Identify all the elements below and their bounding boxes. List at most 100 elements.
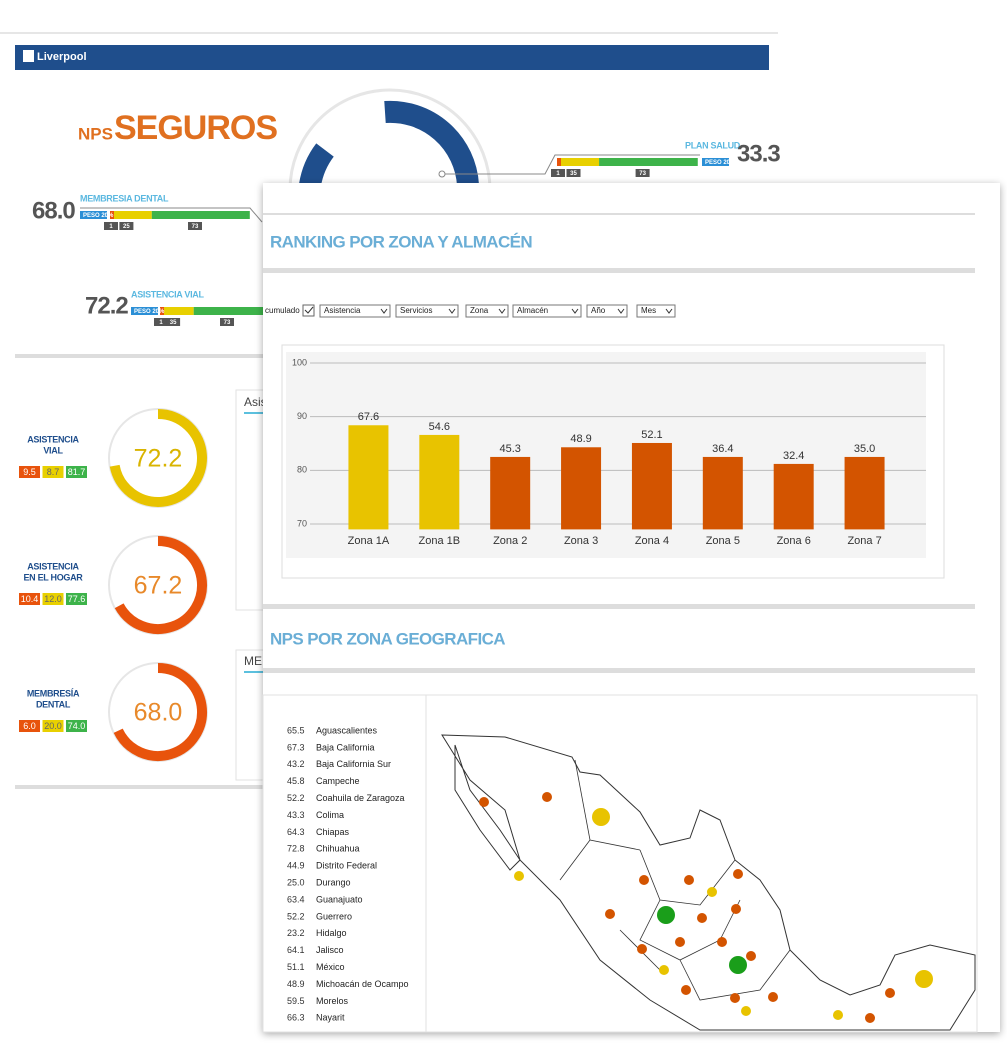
gauge-yellow <box>114 211 152 219</box>
pointer <box>438 170 446 178</box>
mark-box <box>119 222 134 230</box>
gauge-label: MEMBRESIA DENTAL <box>80 193 169 203</box>
divider <box>263 268 975 273</box>
select[interactable] <box>465 304 509 318</box>
breakdown-value: 12.0 <box>44 594 62 604</box>
map-dot <box>657 906 675 924</box>
mark-box <box>551 169 565 177</box>
check <box>304 306 314 314</box>
gauge-green <box>151 211 250 219</box>
state-name: Guanajuato <box>316 894 363 904</box>
breakdown-box <box>19 720 40 732</box>
state-name: Michoacán de Ocampo <box>316 979 409 989</box>
state-value: 52.2 <box>287 911 305 921</box>
weight-text: PESO 20% <box>83 213 114 219</box>
breakdown-value: 77.6 <box>68 594 86 604</box>
map-dot <box>768 992 778 1002</box>
x-tick-label: Zona 2 <box>493 535 527 547</box>
map-dot <box>915 970 933 988</box>
value-label: 45.3 <box>499 443 520 455</box>
bar <box>490 456 531 530</box>
state-value: 23.2 <box>287 928 305 938</box>
connector <box>445 154 700 175</box>
state-name: Hidalgo <box>316 928 347 938</box>
state-value: 72.8 <box>287 844 305 854</box>
bar <box>631 442 672 530</box>
bar <box>419 434 460 530</box>
map-dot <box>746 951 756 961</box>
select[interactable] <box>586 304 628 318</box>
donut-label: ASISTENCIA <box>27 434 79 444</box>
bar <box>561 447 602 530</box>
header-bar <box>15 45 769 70</box>
state-name: Chihuahua <box>316 844 360 854</box>
y-tick-label: 80 <box>297 465 307 475</box>
donut-value: 68.0 <box>134 699 183 727</box>
state-value: 48.9 <box>287 979 305 989</box>
mark-text: 1 <box>159 320 163 326</box>
weight-text: PESO 20% <box>705 160 736 166</box>
big-donut-arc <box>384 100 479 187</box>
map-dot <box>885 988 895 998</box>
breakdown-box <box>42 593 64 605</box>
value-label: 54.6 <box>429 421 450 433</box>
gauge-yellow <box>561 158 600 166</box>
state-name: Nayarit <box>316 1013 345 1023</box>
state-name: Guerrero <box>316 911 352 921</box>
breakdown-value: 10.4 <box>21 594 39 604</box>
select-text: Asistencia <box>324 306 361 315</box>
gauge-label: PLAN SALUD <box>685 140 741 150</box>
x-tick-label: Zona 1B <box>419 535 461 547</box>
mark-text: 73 <box>192 224 199 230</box>
mark-box <box>188 222 202 230</box>
logo-icon <box>23 50 34 62</box>
select-text: Servicios <box>400 306 432 315</box>
donut-value: 72.2 <box>134 445 183 473</box>
map-dot <box>717 937 727 947</box>
breakdown-value: 81.7 <box>68 467 86 477</box>
map-dot <box>697 913 707 923</box>
section-title: RANKING POR ZONA Y ALMACÉN <box>270 232 532 251</box>
mark-box <box>220 318 234 326</box>
map-dot <box>639 875 649 885</box>
breakdown-box <box>42 466 64 478</box>
x-tick-label: Zona 6 <box>777 535 811 547</box>
title-prefix: NPS <box>78 124 113 143</box>
state-name: Coahuila de Zaragoza <box>316 793 405 803</box>
state-name: Jalisco <box>316 945 344 955</box>
state-value: 25.0 <box>287 877 305 887</box>
mark-text: 1 <box>109 224 113 230</box>
map-dot <box>733 869 743 879</box>
select[interactable] <box>512 304 582 318</box>
checkbox[interactable] <box>302 304 315 317</box>
y-tick-label: 100 <box>292 357 307 367</box>
donut-value: 67.2 <box>134 572 183 600</box>
state-value: 52.2 <box>287 793 305 803</box>
value-label: 35.0 <box>854 443 875 455</box>
gauge-red <box>557 158 561 166</box>
map-dot <box>479 797 489 807</box>
map-dot <box>605 909 615 919</box>
map-dot <box>865 1013 875 1023</box>
bar <box>702 456 743 530</box>
state-name: Baja California Sur <box>316 759 391 769</box>
breakdown-value: 74.0 <box>68 721 86 731</box>
map-dot <box>637 944 647 954</box>
gauge-label: ASISTENCIA VIAL <box>131 289 204 299</box>
x-tick-label: Zona 7 <box>847 535 881 547</box>
map-dot <box>731 904 741 914</box>
state-value: 45.8 <box>287 776 305 786</box>
state-value: 66.3 <box>287 1013 305 1023</box>
select[interactable] <box>636 304 676 318</box>
divider <box>263 668 975 673</box>
x-tick-label: Zona 4 <box>635 535 669 547</box>
state-value: 65.5 <box>287 725 305 735</box>
select[interactable] <box>319 304 391 318</box>
state-value: 67.3 <box>287 742 305 752</box>
donut-label: VIAL <box>43 445 63 455</box>
map-dot <box>729 956 747 974</box>
mark-text: 1 <box>556 171 560 177</box>
panel-title: ME <box>244 654 262 668</box>
select[interactable] <box>395 304 459 318</box>
map-dot <box>681 985 691 995</box>
